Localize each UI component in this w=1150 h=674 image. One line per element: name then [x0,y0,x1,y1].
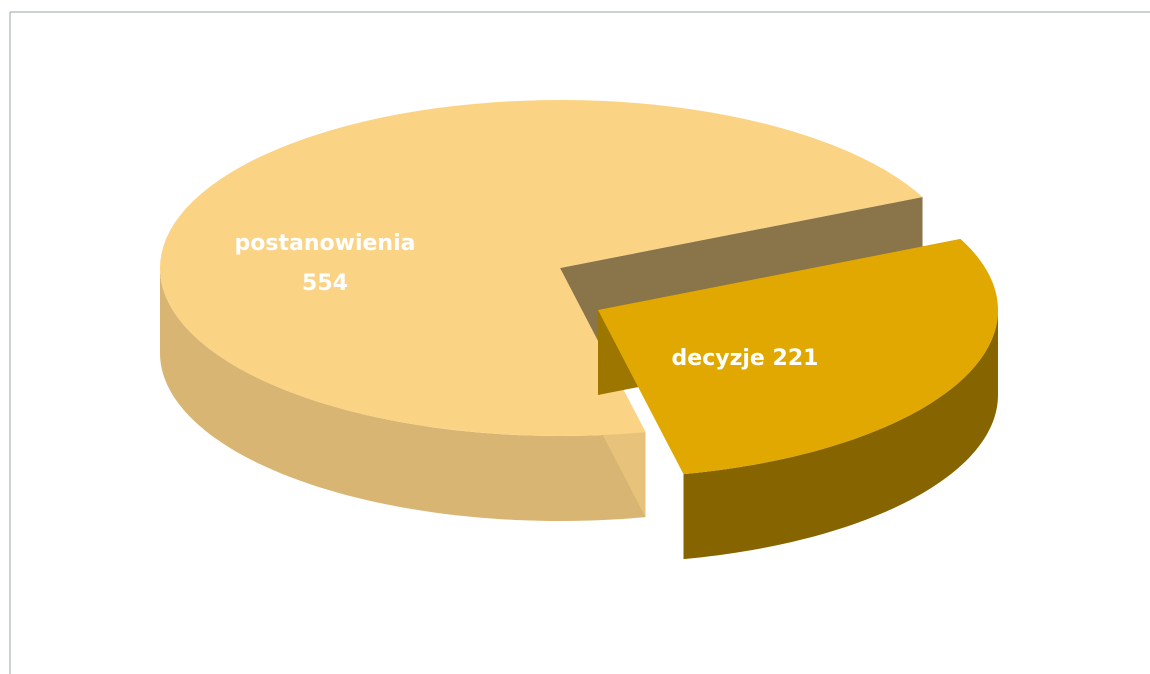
slice [598,239,998,475]
slice-side [683,310,998,560]
value-label: 554 [302,271,348,296]
data-label: postanowienia 554 [235,231,416,296]
value-label: 221 [773,346,819,371]
slice-side [160,268,646,521]
data-label: decyzje 221 [672,346,819,371]
slice [159,100,923,437]
category-label: postanowienia [235,231,416,256]
category-label: decyzje [672,346,765,371]
